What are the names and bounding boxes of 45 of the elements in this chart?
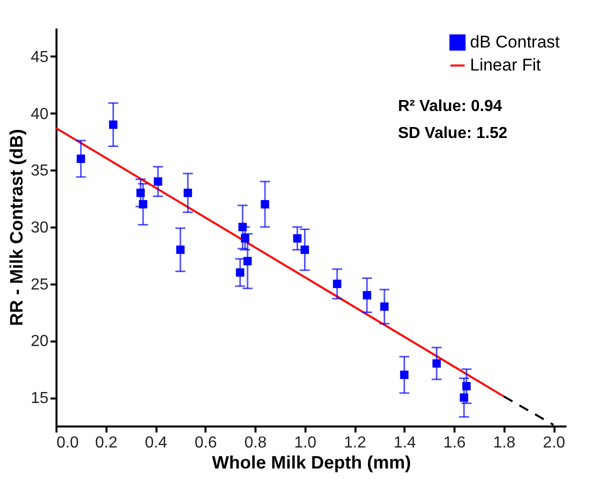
- x-tick-label: 1.4: [394, 434, 416, 452]
- x-tick-label: 1.2: [344, 434, 366, 452]
- point: [238, 222, 247, 232]
- point: [332, 280, 342, 288]
- point: [462, 382, 471, 390]
- y-tick-label: 30: [30, 220, 49, 236]
- x-tick-label: 2.0: [542, 434, 566, 452]
- y-tick-label: 45: [30, 48, 49, 66]
- point: [184, 188, 192, 198]
- annotation: SD Value: 1.52: [398, 125, 508, 142]
- point: [293, 234, 302, 243]
- point: [136, 188, 145, 198]
- point: [176, 246, 185, 254]
- point: [380, 302, 389, 311]
- y-tick-label: 35: [30, 162, 49, 180]
- point: [432, 359, 441, 368]
- point: [236, 268, 244, 277]
- point: [76, 154, 86, 163]
- x-tick-label: 0.0: [56, 434, 79, 452]
- point: [300, 246, 309, 254]
- x-tick-label: 1.8: [493, 434, 516, 452]
- x-tick-label: 0.6: [194, 434, 217, 452]
- x-tick-label: 0.8: [244, 434, 267, 452]
- point: [240, 234, 250, 243]
- y-tick-label: 25: [30, 276, 49, 294]
- point: [109, 120, 118, 129]
- point: [154, 177, 162, 186]
- point: [362, 291, 372, 300]
- x-axis-title: Whole Milk Depth (mm): [212, 452, 411, 472]
- y-tick-label: 40: [30, 106, 49, 123]
- point: [138, 200, 148, 208]
- legend-label: dB Contrast: [470, 32, 560, 52]
- point: [260, 200, 270, 208]
- x-tick-label: 1.0: [294, 434, 316, 452]
- point: [460, 393, 468, 402]
- point: [400, 370, 408, 380]
- y-axis-title: RR - Milk Contrast (dB): [6, 129, 27, 326]
- x-tick-label: 1.6: [443, 434, 466, 452]
- annotation: R² Value: 0.94: [398, 98, 502, 115]
- legend-label: Linear Fit: [470, 56, 542, 74]
- x-tick-label: 0.2: [95, 434, 118, 452]
- y-tick-label: 15: [30, 390, 49, 408]
- x-tick-label: 0.4: [144, 434, 168, 452]
- y-tick-label: 20: [30, 333, 49, 350]
- point: [243, 256, 252, 266]
